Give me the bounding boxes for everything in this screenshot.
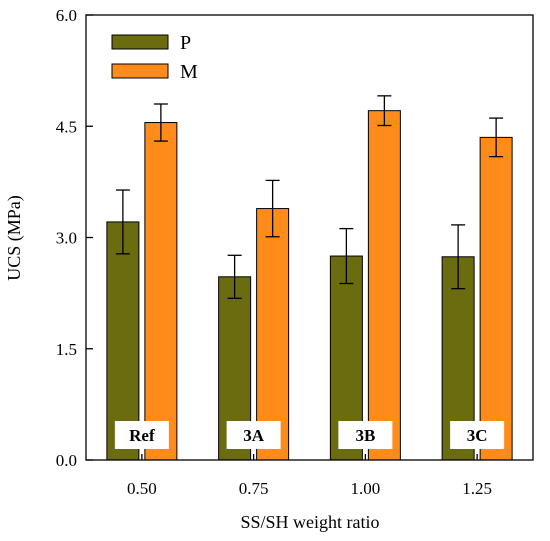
- group-label-2: 3B: [338, 421, 393, 449]
- x-tick-label: 1.00: [351, 479, 381, 498]
- group-label-3: 3C: [450, 421, 505, 449]
- y-tick-label: 6.0: [56, 6, 77, 25]
- error-bar-p-1: [227, 254, 242, 299]
- group-label-text: Ref: [129, 426, 155, 445]
- y-axis-label: UCS (MPa): [4, 195, 25, 281]
- bar-m-0: [144, 122, 178, 461]
- group-label-text: 3B: [355, 426, 375, 445]
- error-bar-m-3: [489, 117, 504, 158]
- y-axis-ticks: 0.0 1.5 3.0 4.5 6.0: [56, 6, 93, 470]
- bars-layer: [106, 110, 513, 461]
- x-axis-ticks: 0.50 0.75 1.00 1.25: [127, 454, 492, 498]
- legend-label-m: M: [180, 61, 198, 83]
- group-label-text: 3A: [243, 426, 265, 445]
- error-bar-m-0: [153, 103, 168, 142]
- group-label-text: 3C: [467, 426, 488, 445]
- y-tick-label: 0.0: [56, 451, 77, 470]
- y-tick-label: 1.5: [56, 340, 77, 359]
- group-label-0: Ref: [114, 421, 169, 449]
- bar-m-2: [367, 110, 401, 461]
- legend-swatch-m: [111, 63, 169, 79]
- bar-m-3: [479, 136, 513, 461]
- x-tick-label: 0.75: [239, 479, 269, 498]
- error-bars-layer: [115, 95, 504, 299]
- x-axis-label: SS/SH weight ratio: [240, 512, 379, 532]
- error-bar-m-1: [265, 179, 280, 238]
- y-tick-label: 3.0: [56, 229, 77, 248]
- bar-p-0: [106, 221, 140, 461]
- legend-swatch-p: [111, 34, 169, 50]
- legend: P M: [111, 32, 198, 83]
- group-label-1: 3A: [226, 421, 281, 449]
- error-bar-m-2: [377, 95, 392, 127]
- y-tick-label: 4.5: [56, 117, 77, 136]
- error-bar-p-3: [451, 224, 466, 290]
- group-labels-layer: Ref 3A 3B 3C: [114, 421, 505, 449]
- x-tick-label: 1.25: [462, 479, 492, 498]
- error-bar-p-2: [339, 227, 354, 285]
- legend-label-p: P: [180, 32, 191, 54]
- error-bar-p-0: [115, 189, 130, 255]
- x-tick-label: 0.50: [127, 479, 157, 498]
